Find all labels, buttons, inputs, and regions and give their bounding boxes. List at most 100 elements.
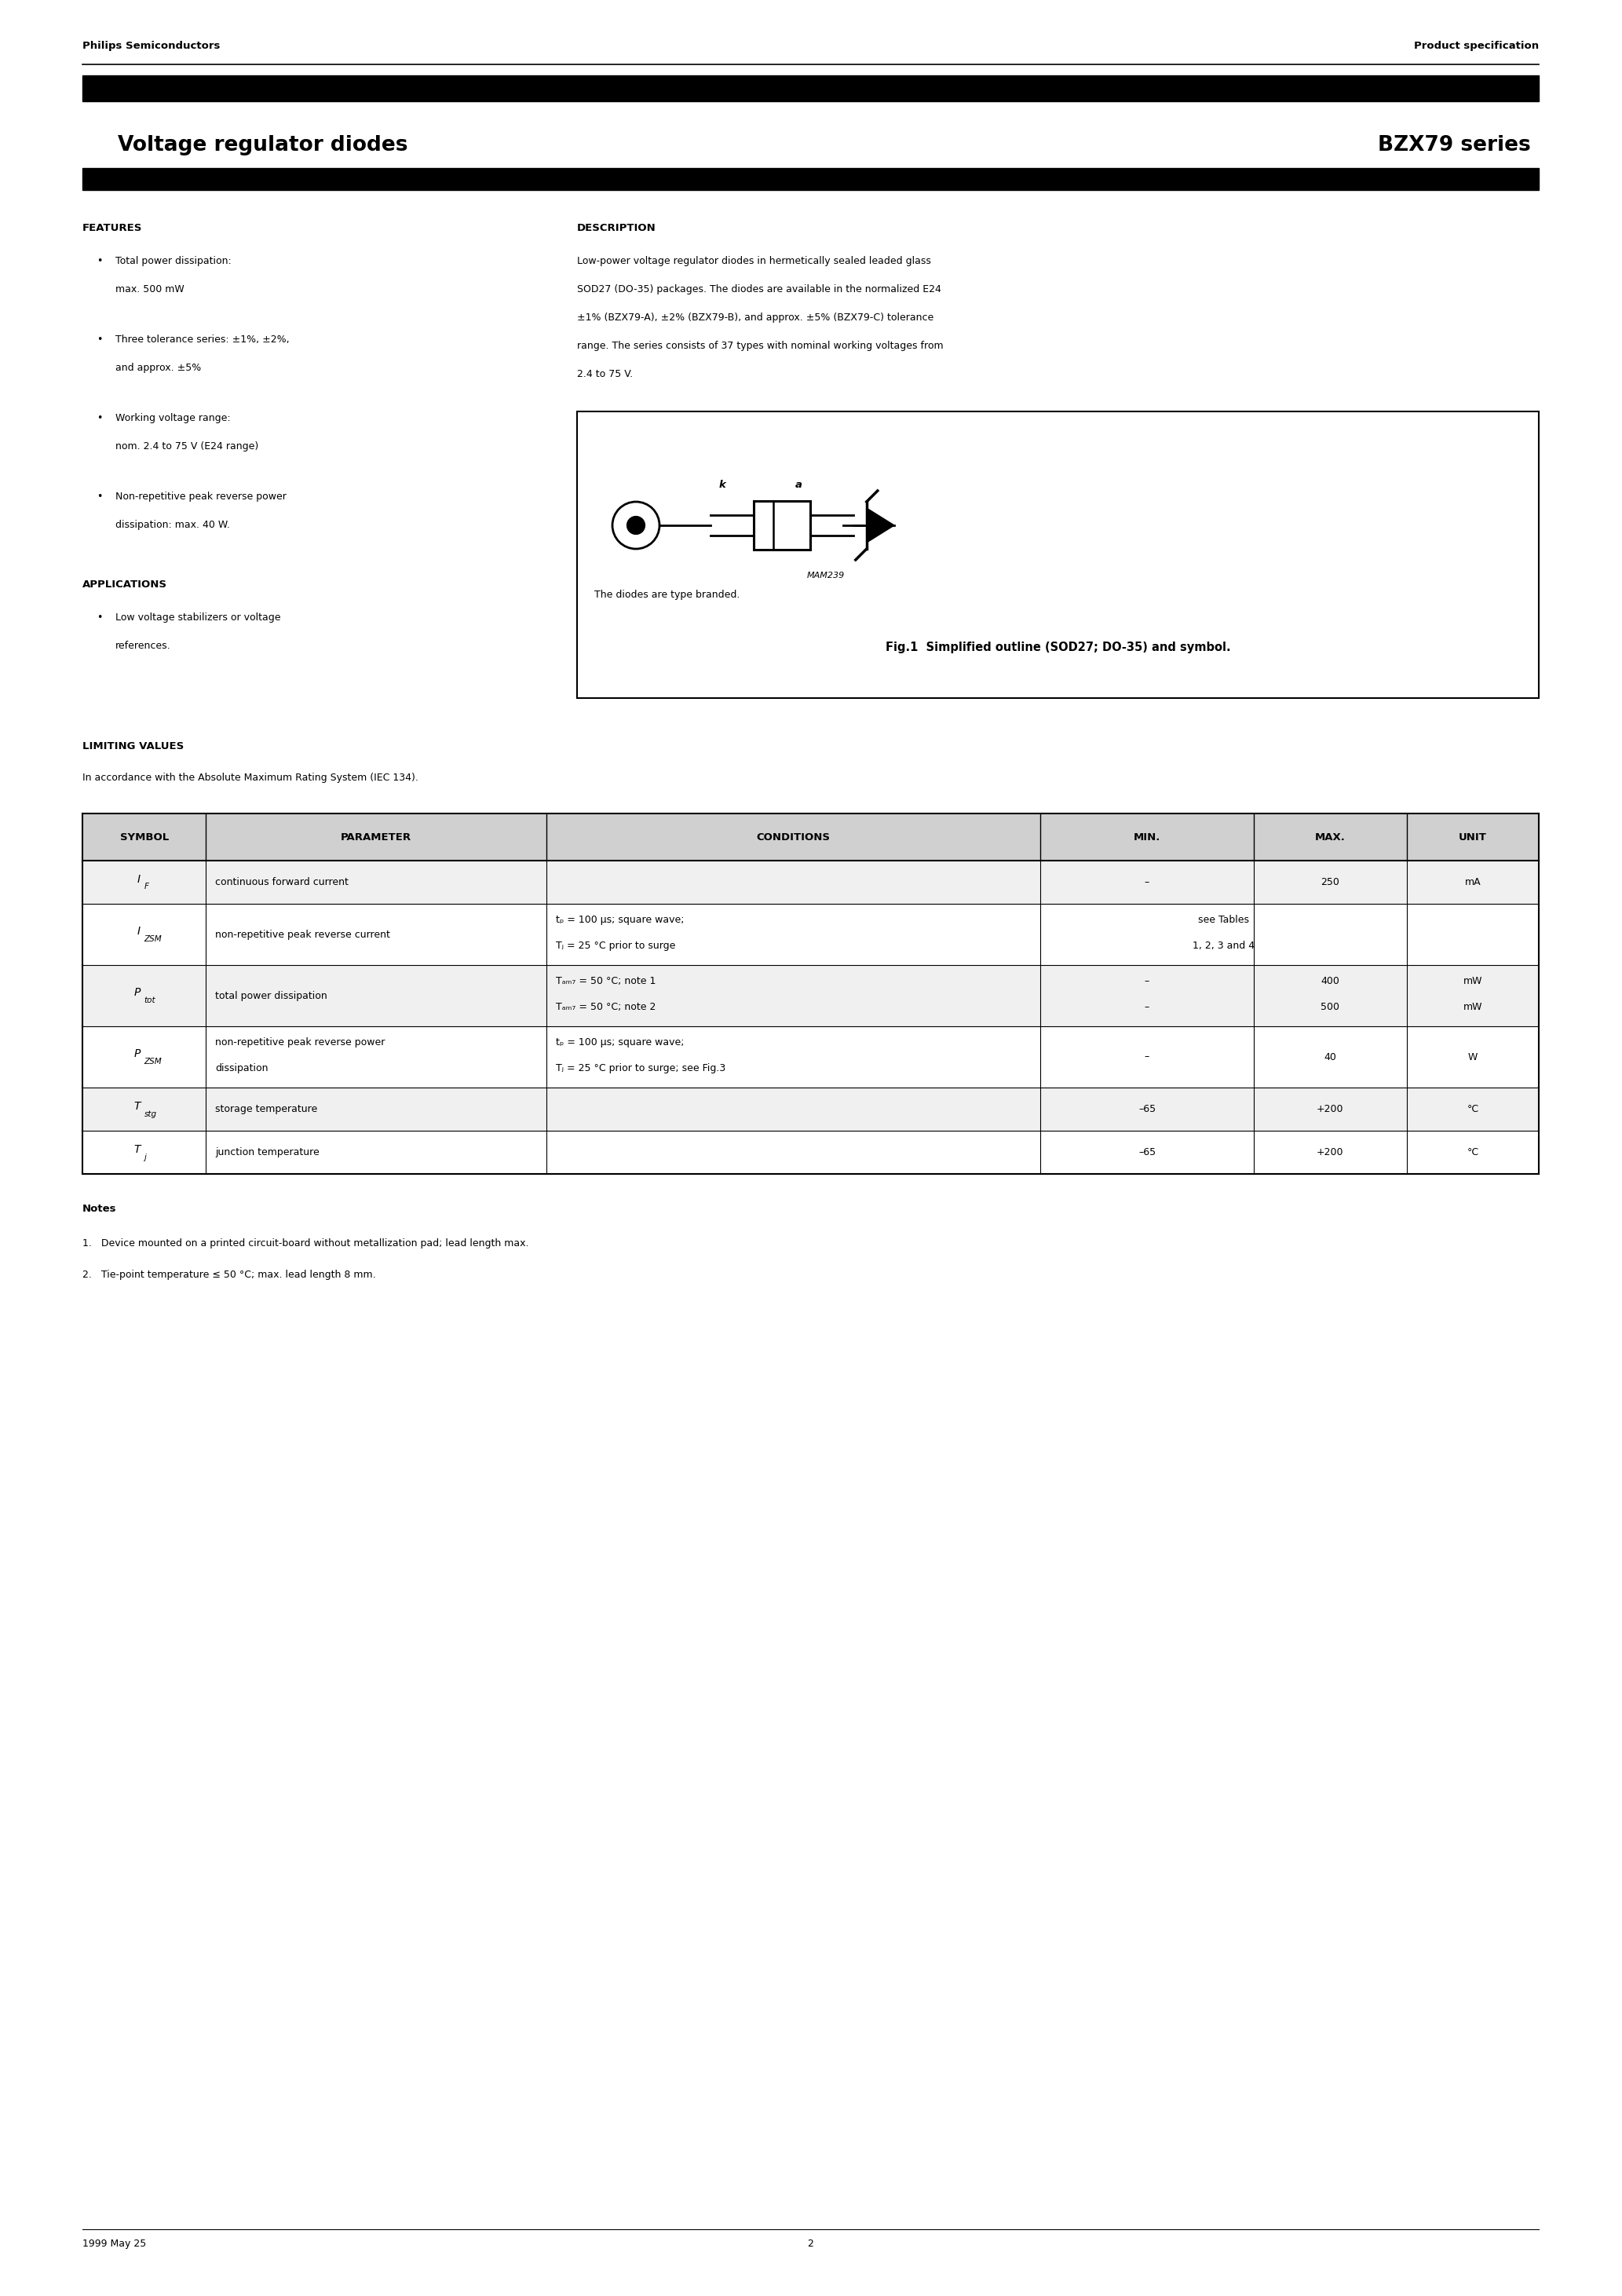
Text: j: j (144, 1153, 146, 1162)
Text: Tₐₘ₇ = 50 °C; note 1: Tₐₘ₇ = 50 °C; note 1 (556, 976, 655, 987)
Text: LIMITING VALUES: LIMITING VALUES (83, 742, 183, 751)
Text: In accordance with the Absolute Maximum Rating System (IEC 134).: In accordance with the Absolute Maximum … (83, 774, 418, 783)
Text: The diodes are type branded.: The diodes are type branded. (594, 590, 740, 599)
Text: Tⱼ = 25 °C prior to surge: Tⱼ = 25 °C prior to surge (556, 941, 676, 951)
Text: tₚ = 100 μs; square wave;: tₚ = 100 μs; square wave; (556, 914, 684, 925)
Text: °C: °C (1466, 1104, 1479, 1114)
Text: 1999 May 25: 1999 May 25 (83, 2239, 146, 2248)
Text: non-repetitive peak reverse current: non-repetitive peak reverse current (216, 930, 391, 939)
Bar (83, 1130, 1539, 1173)
Text: dissipation: max. 40 W.: dissipation: max. 40 W. (115, 519, 230, 530)
Bar (83, 905, 1539, 964)
Text: Non-repetitive peak reverse power: Non-repetitive peak reverse power (115, 491, 287, 503)
Text: 500: 500 (1320, 1001, 1340, 1013)
Text: 2.4 to 75 V.: 2.4 to 75 V. (577, 370, 633, 379)
Text: nom. 2.4 to 75 V (E24 range): nom. 2.4 to 75 V (E24 range) (115, 441, 258, 452)
Text: mA: mA (1465, 877, 1481, 886)
Text: Product specification: Product specification (1414, 41, 1539, 51)
Text: 1.   Device mounted on a printed circuit-board without metallization pad; lead l: 1. Device mounted on a printed circuit-b… (83, 1238, 529, 1249)
Text: –: – (1145, 976, 1150, 987)
Text: Fig.1  Simplified outline (SOD27; DO-35) and symbol.: Fig.1 Simplified outline (SOD27; DO-35) … (886, 641, 1231, 654)
Text: 250: 250 (1320, 877, 1340, 886)
Text: MAX.: MAX. (1315, 831, 1345, 843)
Text: •: • (97, 255, 102, 266)
Text: MAM239: MAM239 (808, 572, 845, 579)
Text: junction temperature: junction temperature (216, 1148, 320, 1157)
Text: mW: mW (1463, 976, 1483, 987)
Text: tot: tot (144, 996, 156, 1003)
Bar (577, 411, 1539, 698)
Text: storage temperature: storage temperature (216, 1104, 318, 1114)
Text: non-repetitive peak reverse power: non-repetitive peak reverse power (216, 1038, 384, 1047)
Text: Low-power voltage regulator diodes in hermetically sealed leaded glass: Low-power voltage regulator diodes in he… (577, 255, 931, 266)
Text: •: • (97, 335, 102, 344)
Text: –65: –65 (1139, 1104, 1156, 1114)
Text: •: • (97, 413, 102, 422)
Text: UNIT: UNIT (1458, 831, 1487, 843)
Text: a: a (795, 480, 801, 489)
Text: –65: –65 (1139, 1148, 1156, 1157)
Polygon shape (866, 507, 894, 542)
Text: Total power dissipation:: Total power dissipation: (115, 255, 232, 266)
Text: W: W (1468, 1052, 1478, 1063)
Text: range. The series consists of 37 types with nominal working voltages from: range. The series consists of 37 types w… (577, 340, 944, 351)
Text: total power dissipation: total power dissipation (216, 990, 328, 1001)
Text: continuous forward current: continuous forward current (216, 877, 349, 886)
Text: –: – (1145, 1001, 1150, 1013)
Text: Working voltage range:: Working voltage range: (115, 413, 230, 422)
Text: PARAMETER: PARAMETER (341, 831, 412, 843)
Text: P: P (133, 1049, 139, 1058)
Text: BZX79 series: BZX79 series (1379, 135, 1531, 156)
Text: Philips Semiconductors: Philips Semiconductors (83, 41, 221, 51)
Text: 1, 2, 3 and 4: 1, 2, 3 and 4 (1192, 941, 1255, 951)
Text: +200: +200 (1317, 1148, 1343, 1157)
Text: dissipation: dissipation (216, 1063, 268, 1075)
Text: 400: 400 (1320, 976, 1340, 987)
Bar (83, 813, 1539, 861)
Text: 2.   Tie-point temperature ≤ 50 °C; max. lead length 8 mm.: 2. Tie-point temperature ≤ 50 °C; max. l… (83, 1270, 376, 1279)
Text: MIN.: MIN. (1134, 831, 1160, 843)
Bar (754, 501, 811, 549)
Bar (83, 1088, 1539, 1130)
Text: Low voltage stabilizers or voltage: Low voltage stabilizers or voltage (115, 613, 281, 622)
Text: ZSM: ZSM (144, 934, 162, 944)
Text: –: – (1145, 1052, 1150, 1063)
Text: Notes: Notes (83, 1203, 117, 1215)
Text: P: P (133, 987, 139, 999)
Text: references.: references. (115, 641, 170, 652)
Text: max. 500 mW: max. 500 mW (115, 285, 185, 294)
Bar (83, 861, 1539, 905)
Text: 40: 40 (1324, 1052, 1337, 1063)
Bar (83, 168, 1539, 191)
Text: I: I (136, 925, 139, 937)
Text: +200: +200 (1317, 1104, 1343, 1114)
Text: APPLICATIONS: APPLICATIONS (83, 579, 167, 590)
Bar (83, 76, 1539, 101)
Text: T: T (133, 1100, 139, 1111)
Text: •: • (97, 491, 102, 503)
Text: FEATURES: FEATURES (83, 223, 143, 234)
Text: Three tolerance series: ±1%, ±2%,: Three tolerance series: ±1%, ±2%, (115, 335, 289, 344)
Text: Tⱼ = 25 °C prior to surge; see Fig.3: Tⱼ = 25 °C prior to surge; see Fig.3 (556, 1063, 725, 1075)
Text: –: – (1145, 877, 1150, 886)
Text: mW: mW (1463, 1001, 1483, 1013)
Bar (83, 1026, 1539, 1088)
Text: Voltage regulator diodes: Voltage regulator diodes (118, 135, 407, 156)
Text: ZSM: ZSM (144, 1058, 162, 1065)
Text: and approx. ±5%: and approx. ±5% (115, 363, 201, 372)
Text: ±1% (BZX79-A), ±2% (BZX79-B), and approx. ±5% (BZX79-C) tolerance: ±1% (BZX79-A), ±2% (BZX79-B), and approx… (577, 312, 934, 324)
Text: SOD27 (DO-35) packages. The diodes are available in the normalized E24: SOD27 (DO-35) packages. The diodes are a… (577, 285, 941, 294)
Text: I: I (136, 872, 139, 884)
Text: SYMBOL: SYMBOL (120, 831, 169, 843)
Text: •: • (97, 613, 102, 622)
Text: T: T (133, 1143, 139, 1155)
Text: F: F (144, 884, 149, 891)
Text: stg: stg (144, 1109, 157, 1118)
Circle shape (628, 517, 646, 535)
Text: k: k (719, 480, 725, 489)
Text: 2: 2 (808, 2239, 814, 2248)
Text: DESCRIPTION: DESCRIPTION (577, 223, 657, 234)
Bar (83, 964, 1539, 1026)
Text: Tₐₘ₇ = 50 °C; note 2: Tₐₘ₇ = 50 °C; note 2 (556, 1001, 655, 1013)
Text: see Tables: see Tables (1199, 914, 1249, 925)
